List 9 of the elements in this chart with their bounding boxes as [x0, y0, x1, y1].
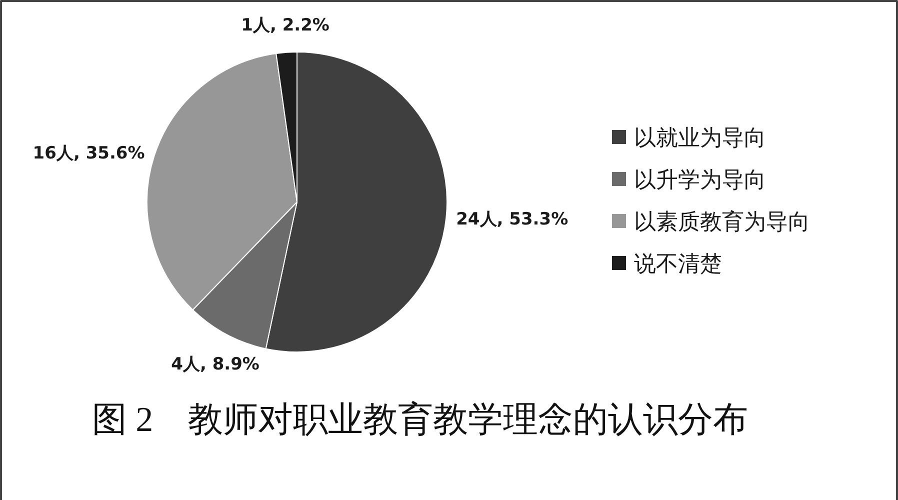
- legend-label: 以素质教育为导向: [634, 209, 810, 235]
- data-label: 4人, 8.9%: [171, 354, 260, 375]
- legend-label: 说不清楚: [634, 252, 722, 277]
- data-label: 16人, 35.6%: [32, 144, 145, 164]
- legend-label: 以就业为导向: [634, 126, 766, 151]
- data-label: 1人, 2.2%: [241, 15, 330, 36]
- text: 图 2 教师对职业教育教学理念的认识分布: [92, 400, 748, 439]
- legend-label: 以升学为导向: [634, 168, 766, 193]
- data-label: 24人, 53.3%: [456, 210, 568, 230]
